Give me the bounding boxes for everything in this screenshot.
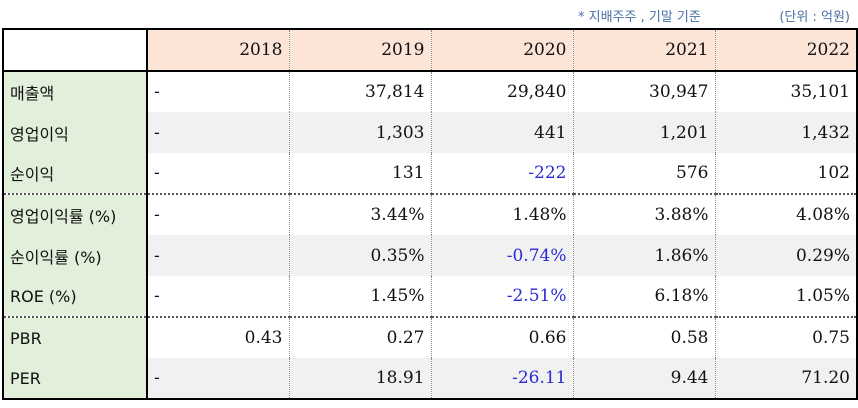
negative-value-cell: -222	[431, 153, 574, 194]
basis-note: * 지배주주 , 기말 기준	[578, 10, 701, 25]
value-cell: 29,840	[431, 71, 574, 112]
table-row: 순이익 - 131 -222 576 102	[2, 153, 858, 194]
value-cell: 0.43	[147, 316, 290, 358]
value-cell: 0.75	[715, 316, 858, 358]
value-cell: 4.08%	[715, 193, 858, 235]
value-cell: 3.44%	[289, 193, 432, 235]
value-cell: 0.29%	[715, 235, 858, 276]
table-row: 순이익률 (%) - 0.35% -0.74% 1.86% 0.29%	[2, 235, 858, 276]
year-header: 2019	[289, 28, 432, 72]
value-cell: -	[147, 112, 290, 153]
negative-value-cell: -2.51%	[431, 276, 574, 317]
year-header: 2022	[715, 28, 858, 72]
financial-table: 2018 2019 2020 2021 2022 매출액 - 37,814 29…	[2, 28, 858, 400]
value-cell: 37,814	[289, 71, 432, 112]
table-row: PBR 0.43 0.27 0.66 0.58 0.75	[2, 316, 858, 358]
value-cell: -	[147, 358, 290, 400]
value-cell: 1.48%	[431, 193, 574, 235]
value-cell: 576	[573, 153, 716, 194]
corner-cell	[2, 28, 148, 72]
table-row: 매출액 - 37,814 29,840 30,947 35,101	[2, 71, 858, 112]
value-cell: 9.44	[573, 358, 716, 400]
value-cell: 3.88%	[573, 193, 716, 235]
value-cell: -	[147, 71, 290, 112]
row-label: PER	[2, 358, 148, 400]
row-label: 순이익률 (%)	[2, 235, 148, 276]
value-cell: -	[147, 193, 290, 235]
year-header: 2020	[431, 28, 574, 72]
table-row: 영업이익 - 1,303 441 1,201 1,432	[2, 112, 858, 153]
row-label: 영업이익	[2, 112, 148, 153]
row-label: PBR	[2, 316, 148, 358]
negative-value-cell: -0.74%	[431, 235, 574, 276]
row-label: 매출액	[2, 71, 148, 112]
value-cell: 1,303	[289, 112, 432, 153]
value-cell: 1,432	[715, 112, 858, 153]
negative-value-cell: -26.11	[431, 358, 574, 400]
value-cell: 441	[431, 112, 574, 153]
value-cell: -	[147, 235, 290, 276]
table-row: PER - 18.91 -26.11 9.44 71.20	[2, 358, 858, 400]
header-row: 2018 2019 2020 2021 2022	[2, 28, 858, 72]
value-cell: -	[147, 153, 290, 194]
value-cell: 1.86%	[573, 235, 716, 276]
value-cell: 0.35%	[289, 235, 432, 276]
value-cell: 1,201	[573, 112, 716, 153]
value-cell: 6.18%	[573, 276, 716, 317]
value-cell: 0.66	[431, 316, 574, 358]
table-notes: * 지배주주 , 기말 기준 (단위 : 억원)	[0, 4, 858, 26]
value-cell: 0.58	[573, 316, 716, 358]
row-label: 순이익	[2, 153, 148, 194]
value-cell: 1.45%	[289, 276, 432, 317]
value-cell: -	[147, 276, 290, 317]
unit-note: (단위 : 억원)	[779, 10, 850, 25]
table-row: 영업이익률 (%) - 3.44% 1.48% 3.88% 4.08%	[2, 193, 858, 235]
year-header: 2021	[573, 28, 716, 72]
value-cell: 131	[289, 153, 432, 194]
table-row: ROE (%) - 1.45% -2.51% 6.18% 1.05%	[2, 276, 858, 317]
year-header: 2018	[147, 28, 290, 72]
value-cell: 0.27	[289, 316, 432, 358]
value-cell: 30,947	[573, 71, 716, 112]
row-label: 영업이익률 (%)	[2, 193, 148, 235]
row-label: ROE (%)	[2, 276, 148, 317]
value-cell: 35,101	[715, 71, 858, 112]
value-cell: 71.20	[715, 358, 858, 400]
value-cell: 1.05%	[715, 276, 858, 317]
value-cell: 18.91	[289, 358, 432, 400]
value-cell: 102	[715, 153, 858, 194]
